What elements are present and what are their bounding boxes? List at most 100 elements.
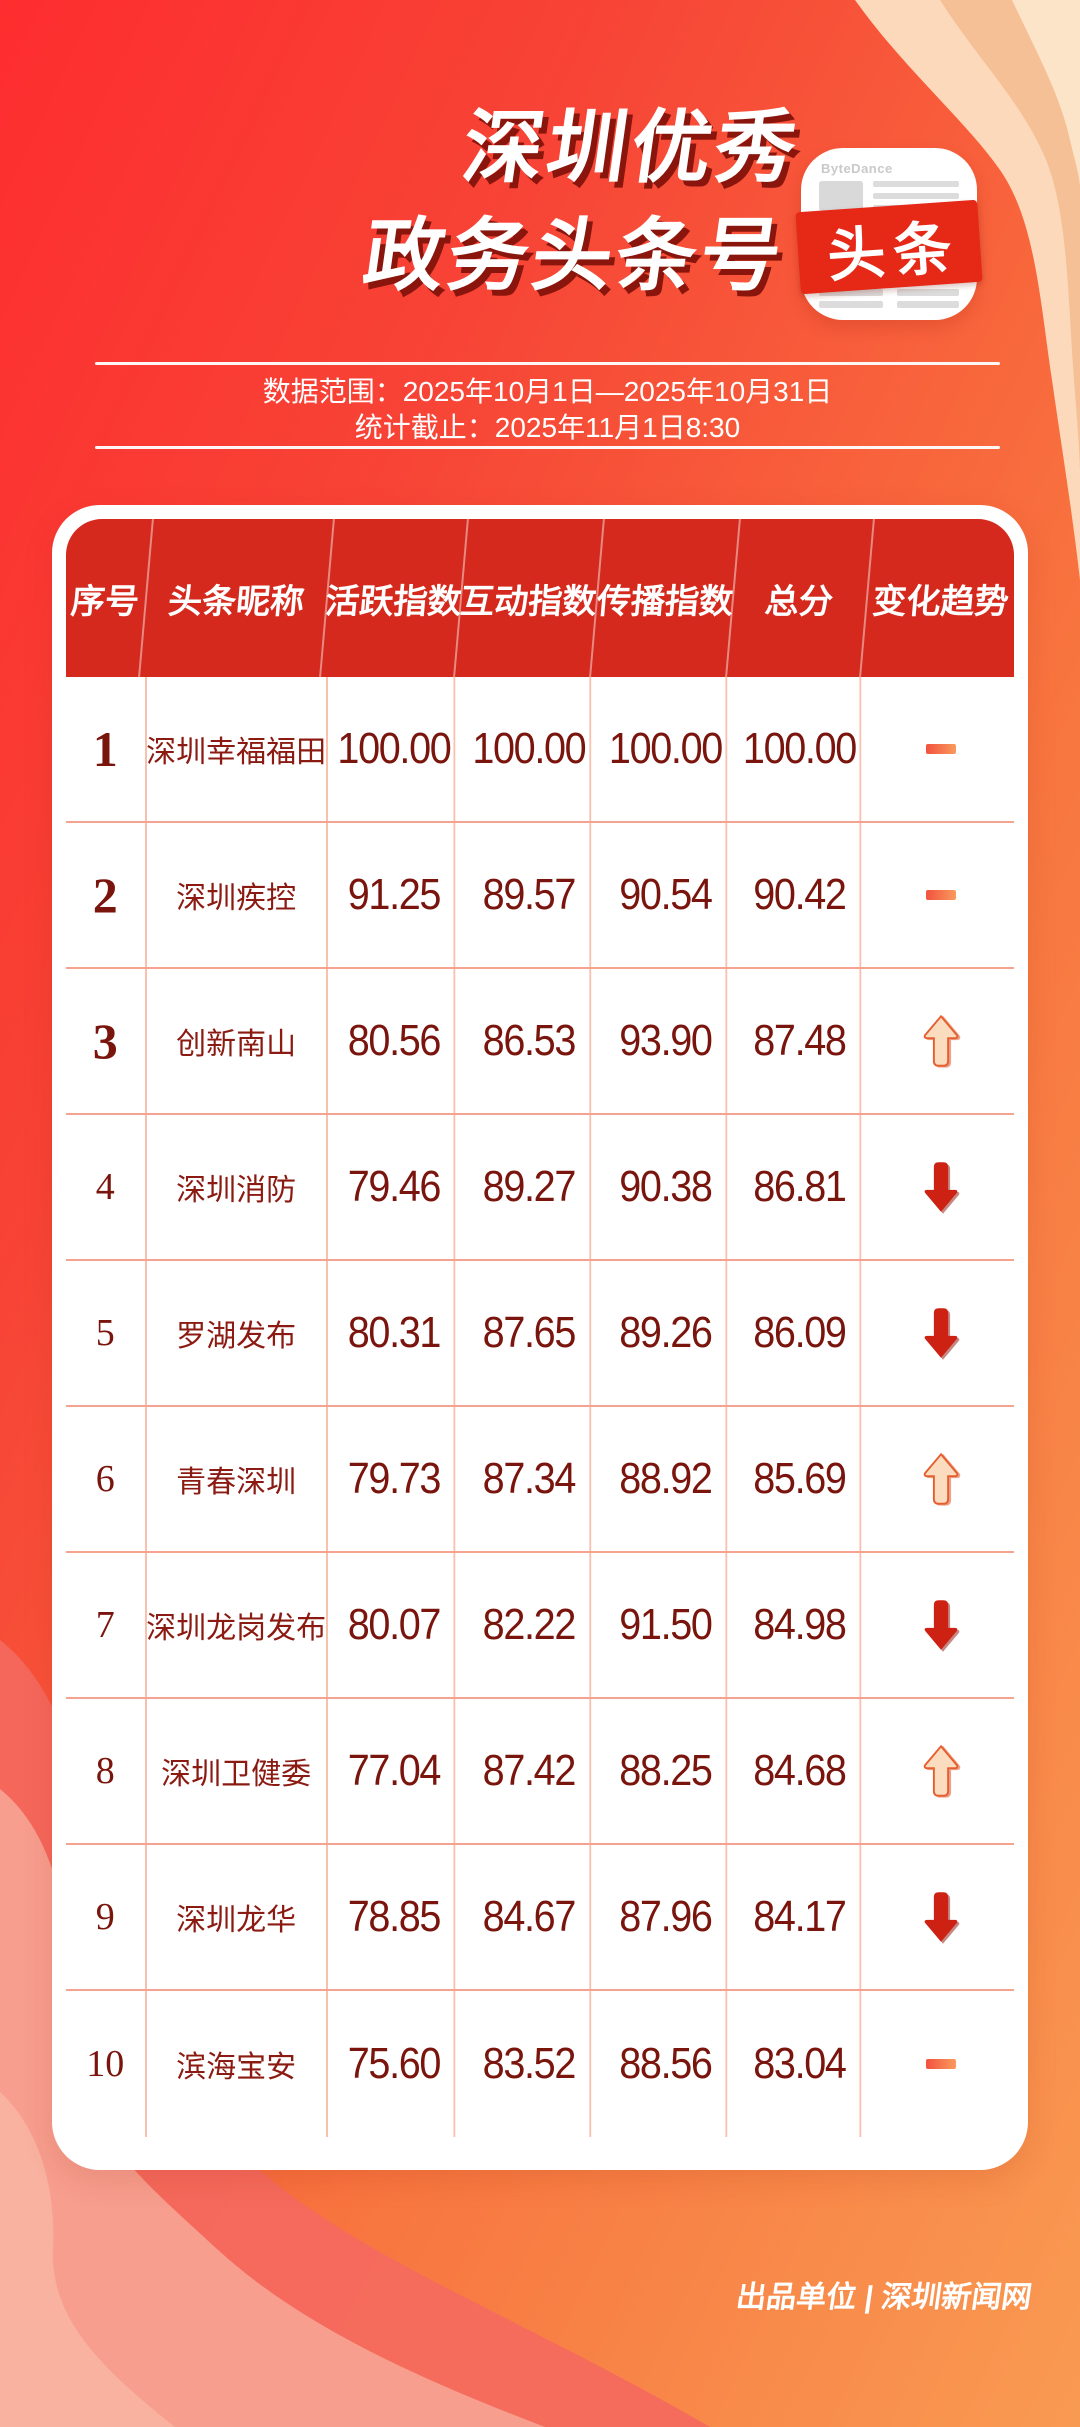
ranking-table-card: 序号 头条昵称 活跃指数 互动指数 传播指数 总分 变化趋势 1 深圳幸福福田 …	[52, 505, 1028, 2170]
activity-cell: 80.07	[334, 1553, 455, 1697]
interaction-cell: 89.27	[468, 1115, 592, 1259]
header-nickname: 头条昵称	[139, 519, 335, 677]
toutiao-app-icon: ByteDance 头条	[795, 148, 983, 320]
interaction-cell: 100.00	[468, 677, 592, 821]
spread-cell: 87.96	[605, 1845, 727, 1989]
account-name-cell: 青春深圳	[147, 1407, 328, 1551]
interaction-cell: 86.53	[468, 969, 592, 1113]
logo-article-line	[873, 193, 959, 199]
table-row: 9 深圳龙华 78.85 84.67 87.96 84.17	[66, 1845, 1014, 1991]
header-activity-index: 活跃指数	[320, 519, 469, 677]
divider-line-bottom	[95, 446, 1000, 449]
page-title-line2: 政务头条号	[358, 211, 791, 300]
spread-cell: 90.54	[605, 823, 727, 967]
table-row: 8 深圳卫健委 77.04 87.42 88.25 84.68	[66, 1699, 1014, 1845]
data-range-text: 数据范围：2025年10月1日—2025年10月31日	[262, 376, 833, 407]
activity-cell: 79.46	[334, 1115, 455, 1259]
interaction-cell: 87.42	[468, 1699, 592, 1843]
spread-cell: 100.00	[605, 677, 727, 821]
spread-cell: 91.50	[605, 1553, 727, 1697]
table-row: 5 罗湖发布 80.31 87.65 89.26 86.09	[66, 1261, 1014, 1407]
rank-cell: 4	[66, 1115, 147, 1259]
rank-cell: 5	[66, 1261, 147, 1405]
interaction-cell: 82.22	[468, 1553, 592, 1697]
table-body: 1 深圳幸福福田 100.00 100.00 100.00 100.00 2 深…	[66, 677, 1014, 2137]
flat-dash-icon	[925, 890, 956, 900]
bytedance-label: ByteDance	[821, 161, 893, 176]
account-name-cell: 深圳龙岗发布	[147, 1553, 328, 1697]
rank-cell: 1	[66, 677, 147, 821]
logo-article-line	[873, 181, 959, 187]
interaction-cell: 87.65	[468, 1261, 592, 1405]
spread-cell: 89.26	[605, 1261, 727, 1405]
spread-cell: 90.38	[605, 1115, 727, 1259]
up-arrow-icon	[923, 1014, 959, 1067]
account-name-cell: 罗湖发布	[147, 1261, 328, 1405]
down-arrow-icon	[924, 1892, 958, 1942]
header-total-score: 总分	[726, 519, 875, 677]
rank-cell: 9	[66, 1845, 147, 1989]
trend-cell	[868, 1115, 1014, 1259]
activity-cell: 79.73	[334, 1407, 455, 1551]
trend-cell	[868, 1553, 1014, 1697]
interaction-cell: 83.52	[468, 1991, 592, 2137]
total-cell: 83.04	[740, 1991, 862, 2137]
trend-cell	[868, 1699, 1014, 1843]
stat-cutoff-text: 统计截止：2025年11月1日8:30	[354, 412, 741, 443]
interaction-cell: 89.57	[468, 823, 592, 967]
trend-cell	[868, 1261, 1014, 1405]
spread-cell: 88.92	[605, 1407, 727, 1551]
activity-cell: 80.31	[334, 1261, 455, 1405]
spread-cell: 93.90	[605, 969, 727, 1113]
total-cell: 86.09	[740, 1261, 862, 1405]
header-trend: 变化趋势	[870, 582, 1011, 621]
trend-cell	[868, 1407, 1014, 1551]
account-name-cell: 深圳卫健委	[147, 1699, 328, 1843]
total-cell: 87.48	[740, 969, 862, 1113]
toutiao-banner-label: 头条	[825, 215, 962, 290]
rank-cell: 3	[66, 969, 147, 1113]
logo-article-line	[819, 301, 883, 308]
account-name-cell: 深圳消防	[147, 1115, 328, 1259]
flat-dash-icon	[925, 2059, 956, 2069]
page-title: 深圳优秀 政务头条号	[0, 103, 806, 300]
spread-cell: 88.25	[605, 1699, 727, 1843]
table-header-row: 序号 头条昵称 活跃指数 互动指数 传播指数 总分 变化趋势	[66, 519, 1014, 677]
total-cell: 84.98	[740, 1553, 862, 1697]
table-row: 6 青春深圳 79.73 87.34 88.92 85.69	[66, 1407, 1014, 1553]
down-arrow-icon	[924, 1600, 958, 1650]
rank-cell: 6	[66, 1407, 147, 1551]
logo-article-line	[897, 301, 959, 308]
account-name-cell: 深圳龙华	[147, 1845, 328, 1989]
header-interaction-index: 互动指数	[454, 519, 606, 677]
total-cell: 100.00	[740, 677, 862, 821]
logo-article-thumbnail	[819, 181, 863, 211]
up-arrow-icon	[923, 1452, 959, 1505]
total-cell: 86.81	[740, 1115, 862, 1259]
total-cell: 84.68	[740, 1699, 862, 1843]
logo-article-line	[819, 289, 883, 296]
total-cell: 84.17	[740, 1845, 862, 1989]
trend-cell	[868, 677, 1014, 821]
trend-cell	[868, 969, 1014, 1113]
account-name-cell: 深圳疾控	[147, 823, 328, 967]
trend-cell	[868, 1845, 1014, 1989]
header-rank: 序号	[66, 519, 154, 677]
rank-cell: 2	[66, 823, 147, 967]
activity-cell: 91.25	[334, 823, 455, 967]
trend-cell	[868, 1991, 1014, 2137]
footer-credit: 出品单位 | 深圳新闻网	[734, 2281, 1034, 2314]
spread-cell: 88.56	[605, 1991, 727, 2137]
table-row: 7 深圳龙岗发布 80.07 82.22 91.50 84.98	[66, 1553, 1014, 1699]
total-cell: 85.69	[740, 1407, 862, 1551]
table-row: 3 创新南山 80.56 86.53 93.90 87.48	[66, 969, 1014, 1115]
activity-cell: 80.56	[334, 969, 455, 1113]
interaction-cell: 84.67	[468, 1845, 592, 1989]
account-name-cell: 创新南山	[147, 969, 328, 1113]
activity-cell: 77.04	[334, 1699, 455, 1843]
down-arrow-icon	[924, 1308, 958, 1358]
interaction-cell: 87.34	[468, 1407, 592, 1551]
down-arrow-icon	[924, 1162, 958, 1212]
table-row: 1 深圳幸福福田 100.00 100.00 100.00 100.00	[66, 677, 1014, 823]
header-spread-index: 传播指数	[591, 519, 741, 677]
